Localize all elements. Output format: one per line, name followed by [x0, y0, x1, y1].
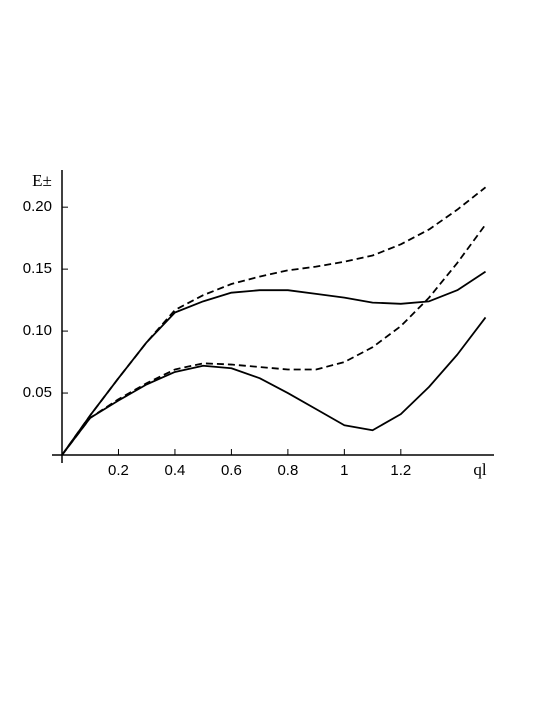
- x-tick-label: 1: [340, 462, 348, 479]
- series-line: [61, 223, 487, 456]
- y-tick-label: 0.05: [23, 384, 52, 401]
- x-tick-label: 1.2: [390, 462, 411, 479]
- x-tick-label: 0.2: [108, 462, 129, 479]
- x-tick-label: 0.8: [277, 462, 298, 479]
- x-tick-label: 0.6: [221, 462, 242, 479]
- x-axis-label: ql: [473, 460, 487, 479]
- series-line: [61, 186, 487, 456]
- y-tick-label: 0.15: [23, 260, 52, 277]
- series-line: [61, 316, 487, 456]
- y-tick-label: 0.20: [23, 198, 52, 215]
- y-tick-label: 0.10: [23, 322, 52, 339]
- series-line: [61, 270, 487, 456]
- x-tick-label: 0.4: [165, 462, 186, 479]
- y-axis-label: E±: [32, 171, 52, 190]
